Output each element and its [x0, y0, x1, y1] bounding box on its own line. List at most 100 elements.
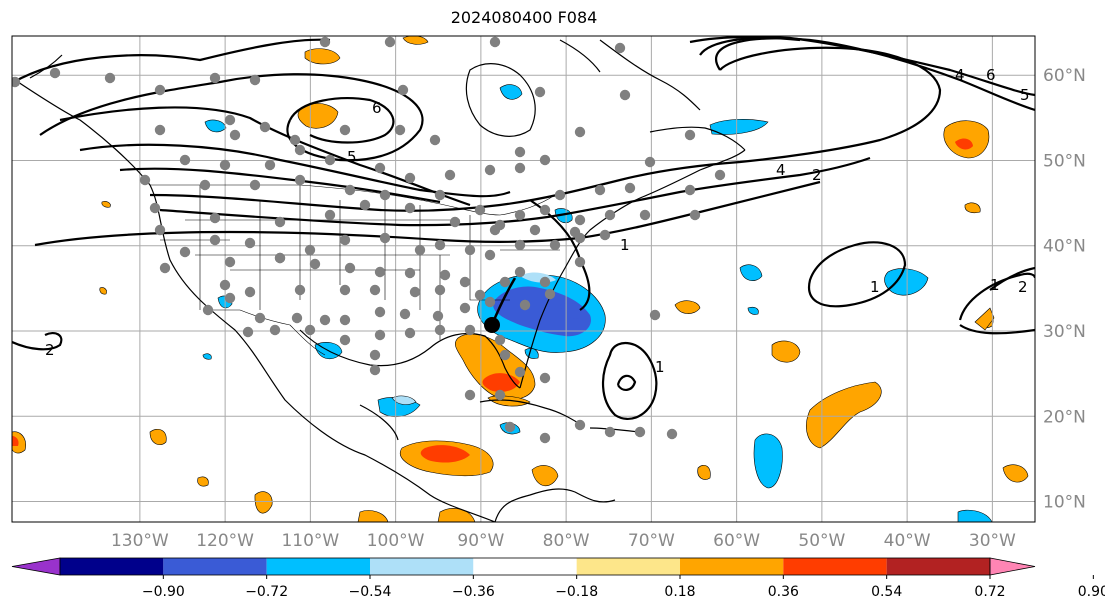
station-dot [219, 279, 231, 291]
station-dot [319, 314, 331, 326]
colorbar-segment [370, 558, 474, 575]
longitude-label: 40°W [884, 531, 931, 551]
colorbar-segment [576, 558, 680, 575]
colorbar-max-extension [989, 557, 1036, 576]
latitude-label: 10°N [1043, 493, 1086, 513]
contour-label: 1 [870, 278, 880, 296]
station-dot [534, 86, 546, 98]
station-dot [539, 372, 551, 384]
station-dot [12, 76, 21, 88]
station-dot [529, 224, 541, 236]
station-dot [294, 174, 306, 186]
station-dot [219, 159, 231, 171]
station-dot [324, 209, 336, 221]
station-dot [224, 114, 236, 126]
longitude-label: 90°W [457, 531, 504, 551]
station-dot [249, 74, 261, 86]
contour-label: 2 [812, 166, 822, 184]
storm-track-marker [484, 277, 517, 333]
station-dot [649, 309, 661, 321]
coastlines [12, 39, 746, 522]
longitude-label: 80°W [543, 531, 590, 551]
latitude-label: 50°N [1043, 151, 1086, 171]
station-dot [397, 84, 409, 96]
contour-label: 1 [655, 358, 665, 376]
station-dot [434, 284, 446, 296]
station-dot [539, 432, 551, 444]
station-dot [639, 209, 651, 221]
station-dot [179, 154, 191, 166]
contour-label: 4 [955, 66, 965, 84]
station-dot [604, 209, 616, 221]
station-dot [544, 288, 556, 300]
station-dot [269, 324, 281, 336]
colorbar-tick-label: −0.90 [142, 584, 185, 600]
station-dot [159, 262, 171, 274]
station-dot [339, 124, 351, 136]
station-dot [414, 244, 426, 256]
station-dot [494, 389, 506, 401]
station-dot [634, 426, 646, 438]
colorbar-tick-label: 0.72 [974, 584, 1005, 600]
station-dot [229, 129, 241, 141]
station-dot [434, 189, 446, 201]
station-dot [249, 179, 261, 191]
longitude-label: 100°W [367, 531, 425, 551]
colorbar-tick-label: 0.36 [768, 584, 799, 600]
station-dot [499, 276, 511, 288]
station-dot [154, 224, 166, 236]
contour-label: 1 [990, 276, 1000, 294]
station-dot [619, 89, 631, 101]
contour-label: 6 [372, 99, 382, 117]
station-dot [379, 189, 391, 201]
longitude-axis-labels: 130°W 120°W 110°W 100°W 90°W 80°W 70°W 60°W 50°W… [111, 531, 1016, 551]
station-dot [539, 276, 551, 288]
latitude-axis-labels: 60°N 50°N 40°N 30°N 20°N 10°N [1043, 66, 1086, 512]
station-dot [409, 286, 421, 298]
station-dot [339, 334, 351, 346]
colorbar-segment [783, 558, 887, 575]
station-dot [244, 286, 256, 298]
map-frame [11, 35, 1036, 523]
station-dot [684, 129, 696, 141]
colorbar: −0.90 −0.72 −0.54 −0.36 −0.18 0.18 0.36 0.54 0.7… [11, 557, 1105, 600]
station-dot [309, 258, 321, 270]
contour-label: 4 [776, 161, 786, 179]
station-dot [539, 154, 551, 166]
station-dot [209, 72, 221, 84]
station-dot [432, 310, 444, 322]
contour-label: 2 [1018, 278, 1028, 296]
station-dot [644, 156, 656, 168]
station-dot [514, 366, 526, 378]
station-dot [484, 249, 496, 261]
contours [12, 36, 1035, 421]
station-dot [224, 292, 236, 304]
gulf-coast [299, 329, 521, 389]
station-dot [264, 159, 276, 171]
north-america-coastline [12, 77, 496, 522]
longitude-label: 50°W [798, 531, 845, 551]
station-dot [304, 244, 316, 256]
station-dot [549, 239, 561, 251]
station-dot [369, 349, 381, 361]
station-dot [394, 124, 406, 136]
station-dot [574, 419, 586, 431]
station-dot [359, 199, 371, 211]
station-dot [369, 284, 381, 296]
station-dot [154, 84, 166, 96]
colorbar-tick-label: 0.18 [664, 584, 695, 600]
station-dot [519, 299, 531, 311]
station-dot [484, 164, 496, 176]
station-dot [104, 72, 116, 84]
colorbar-tick-label: 0.54 [871, 584, 902, 600]
station-dot [489, 36, 501, 48]
station-dot [404, 172, 416, 184]
station-dot [344, 262, 356, 274]
station-dot [474, 204, 486, 216]
station-dot [574, 126, 586, 138]
station-dot [489, 224, 501, 236]
station-dot [459, 276, 471, 288]
colorbar-min-extension [11, 557, 61, 576]
station-dot [449, 216, 461, 228]
longitude-label: 60°W [713, 531, 760, 551]
